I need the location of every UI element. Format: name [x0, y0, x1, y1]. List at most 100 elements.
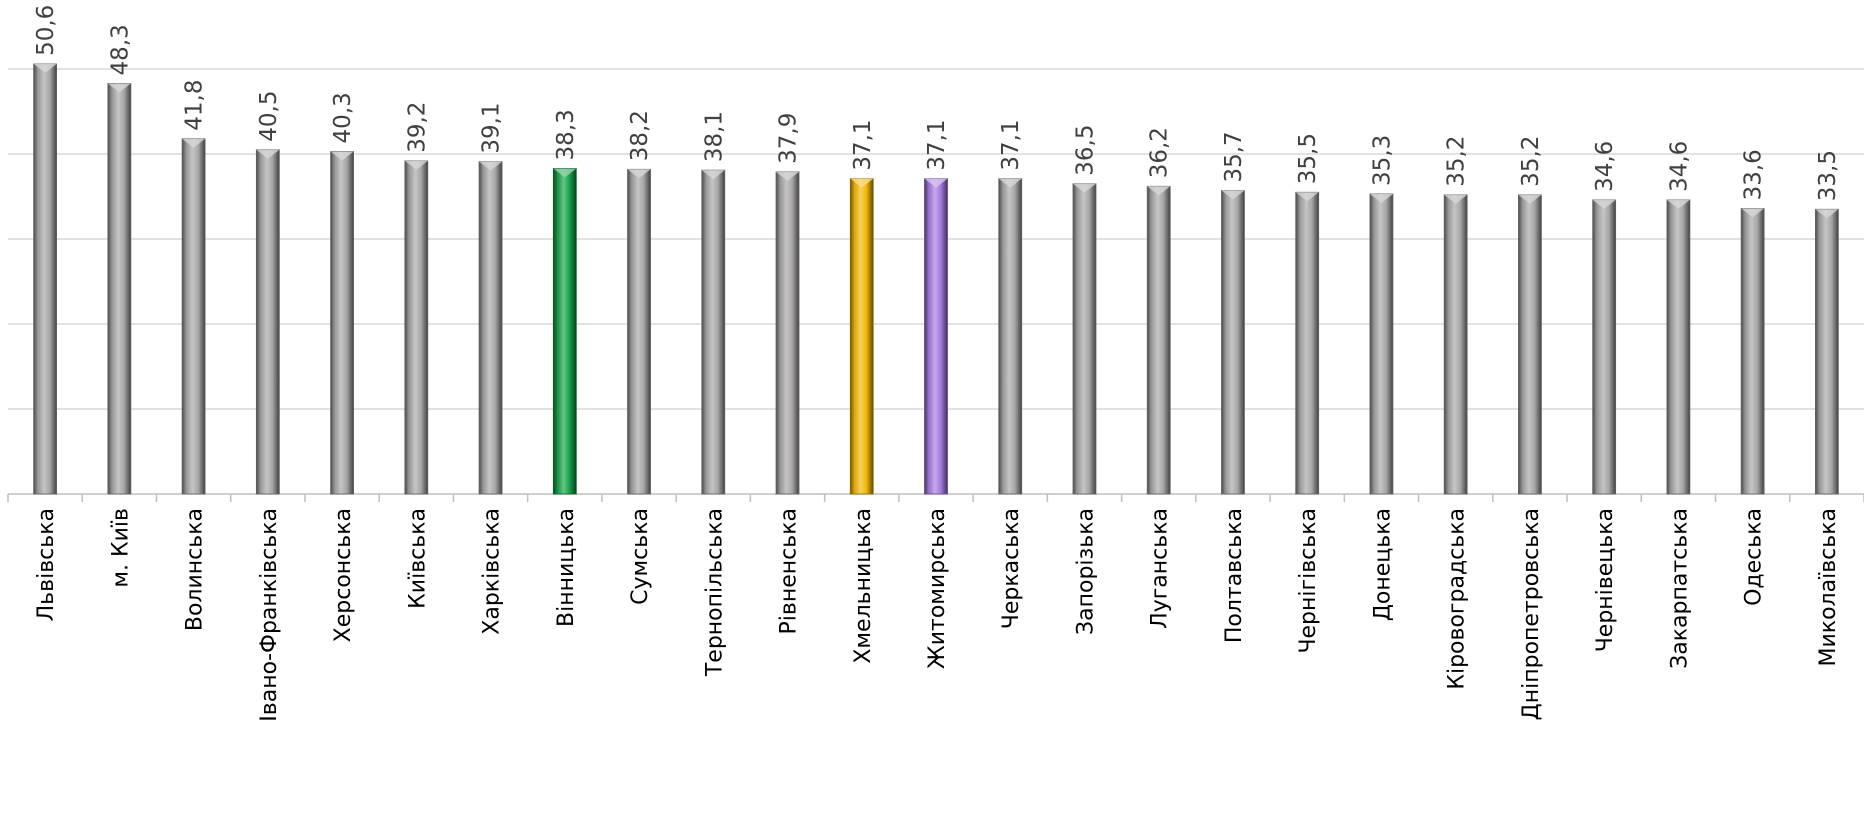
bar [924, 178, 948, 495]
bar-cap [1369, 193, 1393, 203]
category-label: Луганська [1148, 508, 1173, 629]
bar [1814, 208, 1839, 495]
category-label: Тернопільська [702, 508, 727, 677]
bar-cap [627, 169, 651, 179]
value-label: 34,6 [1666, 141, 1692, 192]
value-label: 35,5 [1295, 133, 1321, 184]
category-label: Сумська [628, 508, 653, 605]
value-label: 35,7 [1221, 131, 1247, 182]
bar-cap [998, 178, 1022, 188]
category-label: Київська [405, 508, 430, 609]
bar-cap [850, 178, 874, 188]
bar [849, 178, 874, 495]
category-label: Запорізька [1073, 508, 1098, 635]
bar [627, 168, 651, 495]
bar-cap [330, 151, 354, 161]
bars [33, 63, 1839, 495]
value-label: 40,5 [256, 91, 282, 142]
bar [330, 151, 354, 495]
bar [1740, 207, 1765, 495]
bar [1221, 190, 1245, 495]
category-label: Волинська [183, 508, 208, 631]
bar [255, 149, 280, 495]
value-label: 37,1 [850, 119, 876, 170]
value-label: 37,1 [998, 119, 1024, 170]
bar-cap [33, 63, 57, 73]
category-label: Черкаська [999, 508, 1024, 629]
bar [1295, 191, 1320, 495]
bar-cap [1147, 186, 1171, 196]
bar [1146, 185, 1171, 495]
bar-cap [1072, 183, 1096, 193]
bar [478, 161, 503, 495]
value-label: 35,3 [1369, 135, 1395, 186]
bar [33, 63, 58, 495]
category-label: Хмельницька [851, 508, 876, 664]
bar-cap [256, 149, 280, 159]
bar-cap [1518, 194, 1542, 204]
bar-cap [1592, 199, 1616, 209]
value-label: 37,9 [776, 113, 802, 164]
bar [1443, 194, 1468, 495]
value-label: 37,1 [924, 119, 950, 170]
value-label: 38,1 [701, 111, 727, 162]
bar-cap [1295, 192, 1319, 202]
category-label: м. Київ [108, 508, 133, 588]
value-labels: 50,6 48,3 41,8 40,5 40,3 39,2 39,1 38,3 38,2 38,1… [33, 5, 1841, 202]
bar-cap [924, 178, 948, 188]
bar-cap [107, 83, 131, 93]
value-label: 40,3 [330, 92, 356, 143]
value-label: 39,2 [404, 102, 430, 153]
category-label: Харківська [480, 508, 505, 635]
category-label: Рівненська [777, 508, 802, 634]
bar [1592, 199, 1617, 495]
value-label: 35,2 [1444, 136, 1470, 187]
value-label: 34,6 [1592, 141, 1618, 192]
bar [1518, 194, 1542, 495]
value-label: 36,2 [1147, 127, 1173, 178]
category-label: Полтавська [1222, 508, 1247, 643]
value-label: 33,5 [1815, 150, 1841, 201]
bar-cap [1815, 209, 1839, 219]
value-label: 35,2 [1518, 136, 1544, 187]
bar-cap [479, 161, 503, 171]
category-label: Чернівецька [1593, 508, 1618, 652]
category-label: Львівська [34, 508, 59, 621]
bar [181, 138, 206, 495]
category-label: Кіровоградська [1445, 508, 1470, 690]
bar [775, 171, 800, 495]
value-label: 38,2 [627, 110, 653, 161]
category-label: Вінницька [554, 508, 579, 627]
value-label: 39,1 [479, 102, 505, 153]
bar [1369, 193, 1394, 495]
category-label: Житомирська [925, 508, 950, 669]
category-label: Івано-Франківська [257, 508, 282, 722]
bar-cap [1741, 208, 1765, 218]
bar-cap [404, 160, 428, 170]
category-label: Дніпропетровська [1519, 508, 1544, 720]
value-label: 41,8 [182, 79, 208, 130]
category-label: Херсонська [331, 508, 356, 642]
bar [404, 160, 429, 495]
bar-cap [1666, 199, 1690, 209]
bar [1072, 183, 1097, 495]
value-label: 33,6 [1741, 149, 1767, 200]
bar-cap [182, 138, 206, 148]
bar [107, 83, 132, 495]
category-label: Миколаївська [1816, 508, 1841, 666]
bar-cap [553, 168, 577, 178]
bar-cap [1444, 194, 1468, 204]
category-label: Чернігівська [1296, 508, 1321, 654]
category-label: Донецька [1370, 508, 1395, 621]
bar [552, 168, 577, 495]
value-label: 36,5 [1072, 125, 1098, 176]
bar-cap [1221, 190, 1245, 200]
bar [701, 169, 726, 495]
value-label: 48,3 [107, 24, 133, 75]
category-label: Одеська [1742, 508, 1767, 606]
value-label: 50,6 [33, 5, 59, 56]
value-label: 38,3 [553, 109, 579, 160]
bar-cap [776, 171, 800, 181]
bar [998, 178, 1023, 495]
